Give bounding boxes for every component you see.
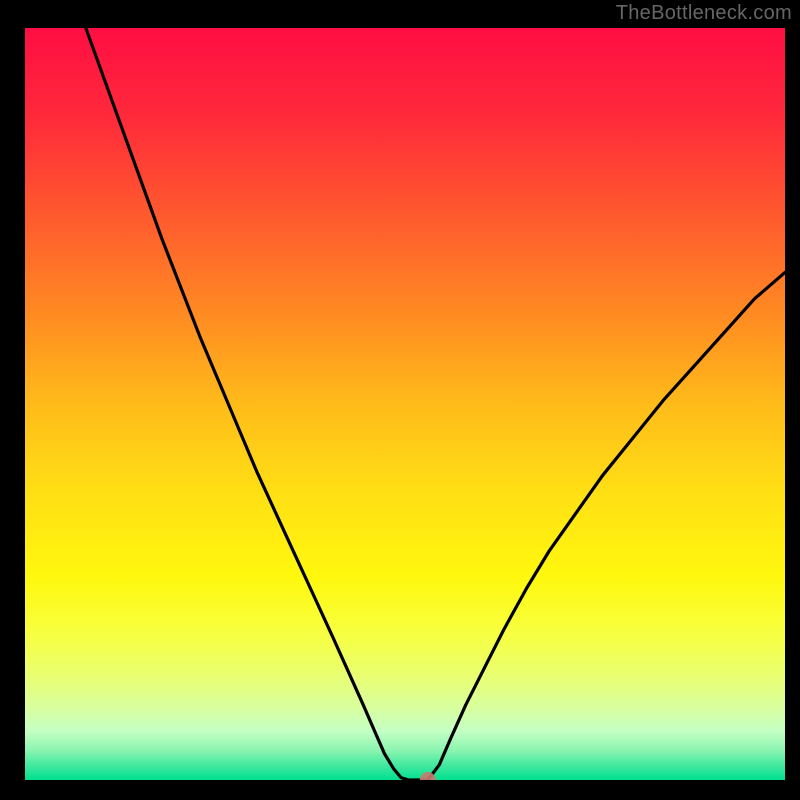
plot-area [25, 28, 785, 780]
chart-canvas: TheBottleneck.com [0, 0, 800, 800]
watermark-text: TheBottleneck.com [616, 2, 792, 25]
bottleneck-curve [25, 28, 785, 780]
